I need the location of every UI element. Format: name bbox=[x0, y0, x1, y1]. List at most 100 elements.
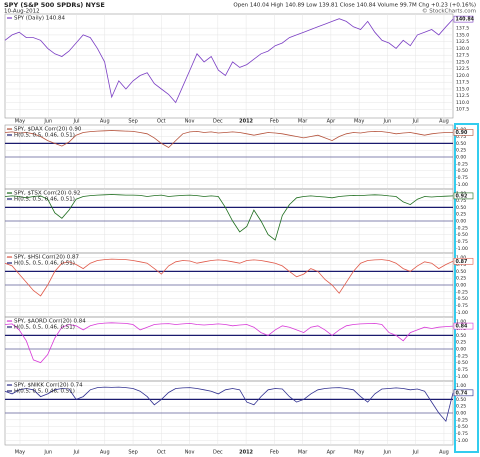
last-value-label: 140.84 bbox=[456, 17, 475, 23]
x-tick-label: Aug bbox=[100, 119, 110, 125]
x-tick-label: Feb bbox=[270, 119, 279, 125]
x-tick-label: Jul bbox=[72, 119, 79, 125]
x-tick-label: Jul bbox=[412, 450, 419, 456]
series-line bbox=[4, 194, 454, 241]
y-tick-label: 0.75 bbox=[456, 198, 466, 204]
x-tick-label: Nov bbox=[185, 119, 195, 125]
y-tick-label: 0.25 bbox=[456, 148, 466, 154]
x-tick-label: Feb bbox=[270, 450, 279, 456]
y-tick-label: -0.75 bbox=[456, 431, 468, 437]
y-tick-label: -1.00 bbox=[456, 374, 468, 380]
legend-label: SPY, $DAX Corr(20) 0.90 bbox=[14, 127, 82, 133]
y-tick-label: 132.5 bbox=[456, 39, 469, 45]
x-tick-label: Jul bbox=[412, 119, 419, 125]
overlay-label: H(0.5, 0.5, 0.46, 0.51) bbox=[14, 261, 75, 267]
date: 10-Aug-2012 bbox=[4, 9, 40, 15]
x-tick-label: Aug bbox=[439, 119, 449, 125]
y-tick-label: 0.50 bbox=[456, 397, 466, 403]
y-tick-label: -0.25 bbox=[456, 417, 468, 423]
y-tick-label: -1.00 bbox=[456, 438, 468, 444]
y-tick-label: -1.00 bbox=[456, 182, 468, 188]
series-line bbox=[4, 322, 454, 364]
y-tick-label: 0.25 bbox=[456, 276, 466, 282]
x-tick-label: Mar bbox=[298, 450, 308, 456]
y-tick-label: 117.5 bbox=[456, 80, 469, 86]
overlay-label: H(0.5, 0.5, 0.46, 0.51) bbox=[14, 325, 75, 331]
y-tick-label: 0.50 bbox=[456, 333, 466, 339]
y-tick-label: 0.25 bbox=[456, 212, 466, 218]
legend-label: SPY, $AORD Corr(20) 0.84 bbox=[14, 319, 86, 325]
x-tick-label: Sep bbox=[128, 450, 137, 456]
y-tick-label: 0.25 bbox=[456, 404, 466, 410]
panel-frame bbox=[4, 13, 454, 119]
y-tick-label: 0.50 bbox=[456, 205, 466, 211]
y-tick-label: 120.0 bbox=[456, 73, 469, 79]
y-tick-label: -0.75 bbox=[456, 367, 468, 373]
y-tick-label: -0.25 bbox=[456, 161, 468, 167]
credit: © StockCharts.com bbox=[422, 8, 476, 15]
y-tick-label: 112.5 bbox=[456, 93, 469, 99]
x-tick-label: Jun bbox=[43, 450, 52, 456]
series-line bbox=[4, 130, 453, 148]
x-tick-label: Apr bbox=[327, 450, 337, 456]
x-tick-label: Oct bbox=[157, 119, 166, 125]
y-tick-label: 127.5 bbox=[456, 53, 469, 59]
legend-label: SPY, $NIKK Corr(20) 0.74 bbox=[14, 383, 83, 389]
x-tick-label: Apr bbox=[327, 119, 337, 125]
y-tick-label: 0.00 bbox=[456, 347, 466, 353]
y-tick-label: -1.00 bbox=[456, 310, 468, 316]
y-tick-label: 0.00 bbox=[456, 155, 466, 161]
y-tick-label: 0.75 bbox=[456, 134, 466, 140]
y-tick-label: 0.75 bbox=[456, 262, 466, 268]
y-tick-label: -0.50 bbox=[456, 296, 468, 302]
last-value-tag bbox=[453, 15, 474, 23]
y-tick-label: -0.50 bbox=[456, 232, 468, 238]
quote: Open 140.04 High 140.89 Low 139.81 Close… bbox=[233, 3, 476, 9]
y-tick-label: -0.50 bbox=[456, 168, 468, 174]
x-tick-label: Jun bbox=[43, 119, 52, 125]
overlay-label: H(0.5, 0.5, 0.46, 0.51) bbox=[14, 197, 75, 203]
last-value-tag bbox=[453, 322, 474, 330]
y-tick-label: 0.25 bbox=[456, 340, 466, 346]
last-value-label: 0.87 bbox=[456, 259, 468, 265]
last-value-label: 0.84 bbox=[456, 324, 468, 330]
x-tick-label: May bbox=[354, 119, 364, 125]
y-tick-label: -0.75 bbox=[456, 239, 468, 245]
x-tick-label: May bbox=[354, 450, 364, 456]
y-tick-label: 1.00 bbox=[456, 319, 466, 325]
y-tick-label: -0.50 bbox=[456, 424, 468, 430]
x-tick-label: Jun bbox=[383, 119, 392, 125]
y-tick-label: 0.50 bbox=[456, 141, 466, 147]
y-tick-label: 122.5 bbox=[456, 66, 469, 72]
x-tick-label: Aug bbox=[439, 450, 449, 456]
legend-label: SPY, $TSX Corr(20) 0.92 bbox=[14, 191, 80, 197]
y-tick-label: -0.25 bbox=[456, 353, 468, 359]
legend-label: SPY (Daily) 140.84 bbox=[14, 16, 65, 22]
last-value-tag bbox=[453, 192, 474, 200]
x-tick-label: Nov bbox=[185, 450, 195, 456]
last-value-tag bbox=[453, 257, 474, 265]
y-tick-label: -0.75 bbox=[456, 175, 468, 181]
last-value-tag bbox=[453, 389, 474, 397]
y-tick-label: 1.00 bbox=[456, 383, 466, 389]
y-tick-label: 107.5 bbox=[456, 107, 469, 113]
y-tick-label: 125.0 bbox=[456, 59, 469, 65]
y-tick-label: 0.00 bbox=[456, 283, 466, 289]
y-tick-label: 115.0 bbox=[456, 86, 469, 92]
x-tick-label: 2012 bbox=[239, 119, 253, 125]
x-tick-label: Mar bbox=[298, 119, 308, 125]
x-tick-label: 2012 bbox=[239, 450, 253, 456]
last-value-label: 0.74 bbox=[456, 390, 468, 396]
y-tick-label: -0.25 bbox=[456, 225, 468, 231]
last-value-label: 0.92 bbox=[456, 193, 468, 199]
x-tick-label: May bbox=[15, 119, 25, 125]
y-tick-label: -0.50 bbox=[456, 360, 468, 366]
y-tick-label: 130.0 bbox=[456, 46, 469, 52]
y-tick-label: -0.75 bbox=[456, 303, 468, 309]
axis-highlight bbox=[454, 123, 479, 453]
last-value-tag bbox=[453, 129, 474, 136]
last-value-label: 0.90 bbox=[456, 130, 468, 136]
series-line bbox=[4, 386, 454, 423]
x-tick-label: Jun bbox=[383, 450, 392, 456]
overlay-label: H(0.5, 0.5, 0.46, 0.51) bbox=[14, 389, 75, 395]
